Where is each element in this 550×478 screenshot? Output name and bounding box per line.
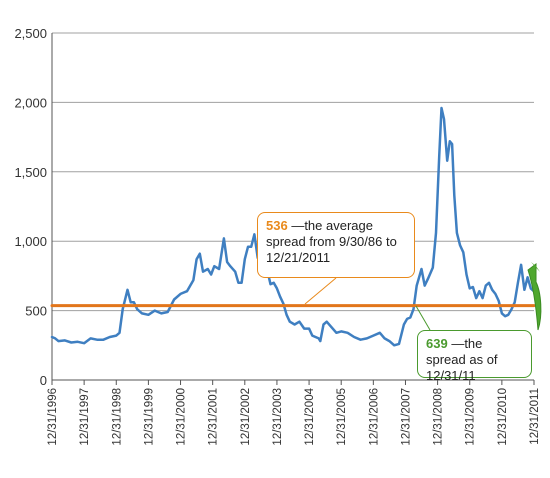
x-tick-label: 12/31/2005: [336, 388, 348, 446]
current-value: 639: [426, 336, 448, 351]
y-tick-label: 1,500: [14, 165, 47, 180]
average-callout-pointer: [304, 277, 337, 305]
x-tick-label: 12/31/2002: [240, 388, 252, 446]
x-tick-label: 12/31/1997: [79, 388, 91, 446]
x-tick-label: 12/31/2006: [368, 388, 380, 446]
x-tick-label: 12/31/2003: [272, 388, 284, 446]
spread-line: [50, 106, 536, 347]
y-tick-label: 2,000: [14, 95, 47, 110]
y-tick-label: 500: [25, 304, 47, 319]
current-text: —the spread as of 12/31/11: [426, 336, 498, 383]
x-tick-label: 12/31/1998: [111, 388, 123, 446]
gridlines: [52, 32, 534, 381]
y-tick-label: 2,500: [14, 26, 47, 41]
curved-arrow-icon: [527, 263, 542, 331]
x-tick-label: 12/31/2010: [497, 388, 509, 446]
x-tick-label: 12/31/2000: [176, 388, 188, 446]
current-callout: 639 —the spread as of 12/31/11: [417, 330, 532, 383]
x-tick-label: 12/31/2001: [208, 388, 220, 446]
x-tick-label: 12/31/2008: [433, 388, 445, 446]
y-tick-label: 1,000: [14, 234, 47, 249]
axes: 0 500 1,000 1,500 2,000 2,500 12/31/1996 12/31/…: [14, 26, 541, 446]
average-text: —the average spread from 9/30/86 to 12/2…: [266, 218, 397, 265]
average-callout: 536 —the average spread from 9/30/86 to …: [257, 212, 415, 278]
y-tick-label: 0: [40, 373, 47, 388]
average-value: 536: [266, 218, 288, 233]
x-tick-label: 12/31/2004: [304, 387, 316, 445]
x-tick-label: 12/31/1996: [47, 388, 59, 446]
current-callout-pointer: [415, 305, 431, 331]
arrow-head: [531, 262, 540, 272]
series-lines: [50, 106, 536, 347]
current-arrow-icon: [527, 262, 542, 331]
x-tick-label: 12/31/2007: [400, 388, 412, 446]
x-tick-label: 12/31/2011: [529, 388, 541, 445]
x-tick-label: 12/31/2009: [465, 388, 477, 446]
x-tick-label: 12/31/1999: [143, 388, 155, 446]
